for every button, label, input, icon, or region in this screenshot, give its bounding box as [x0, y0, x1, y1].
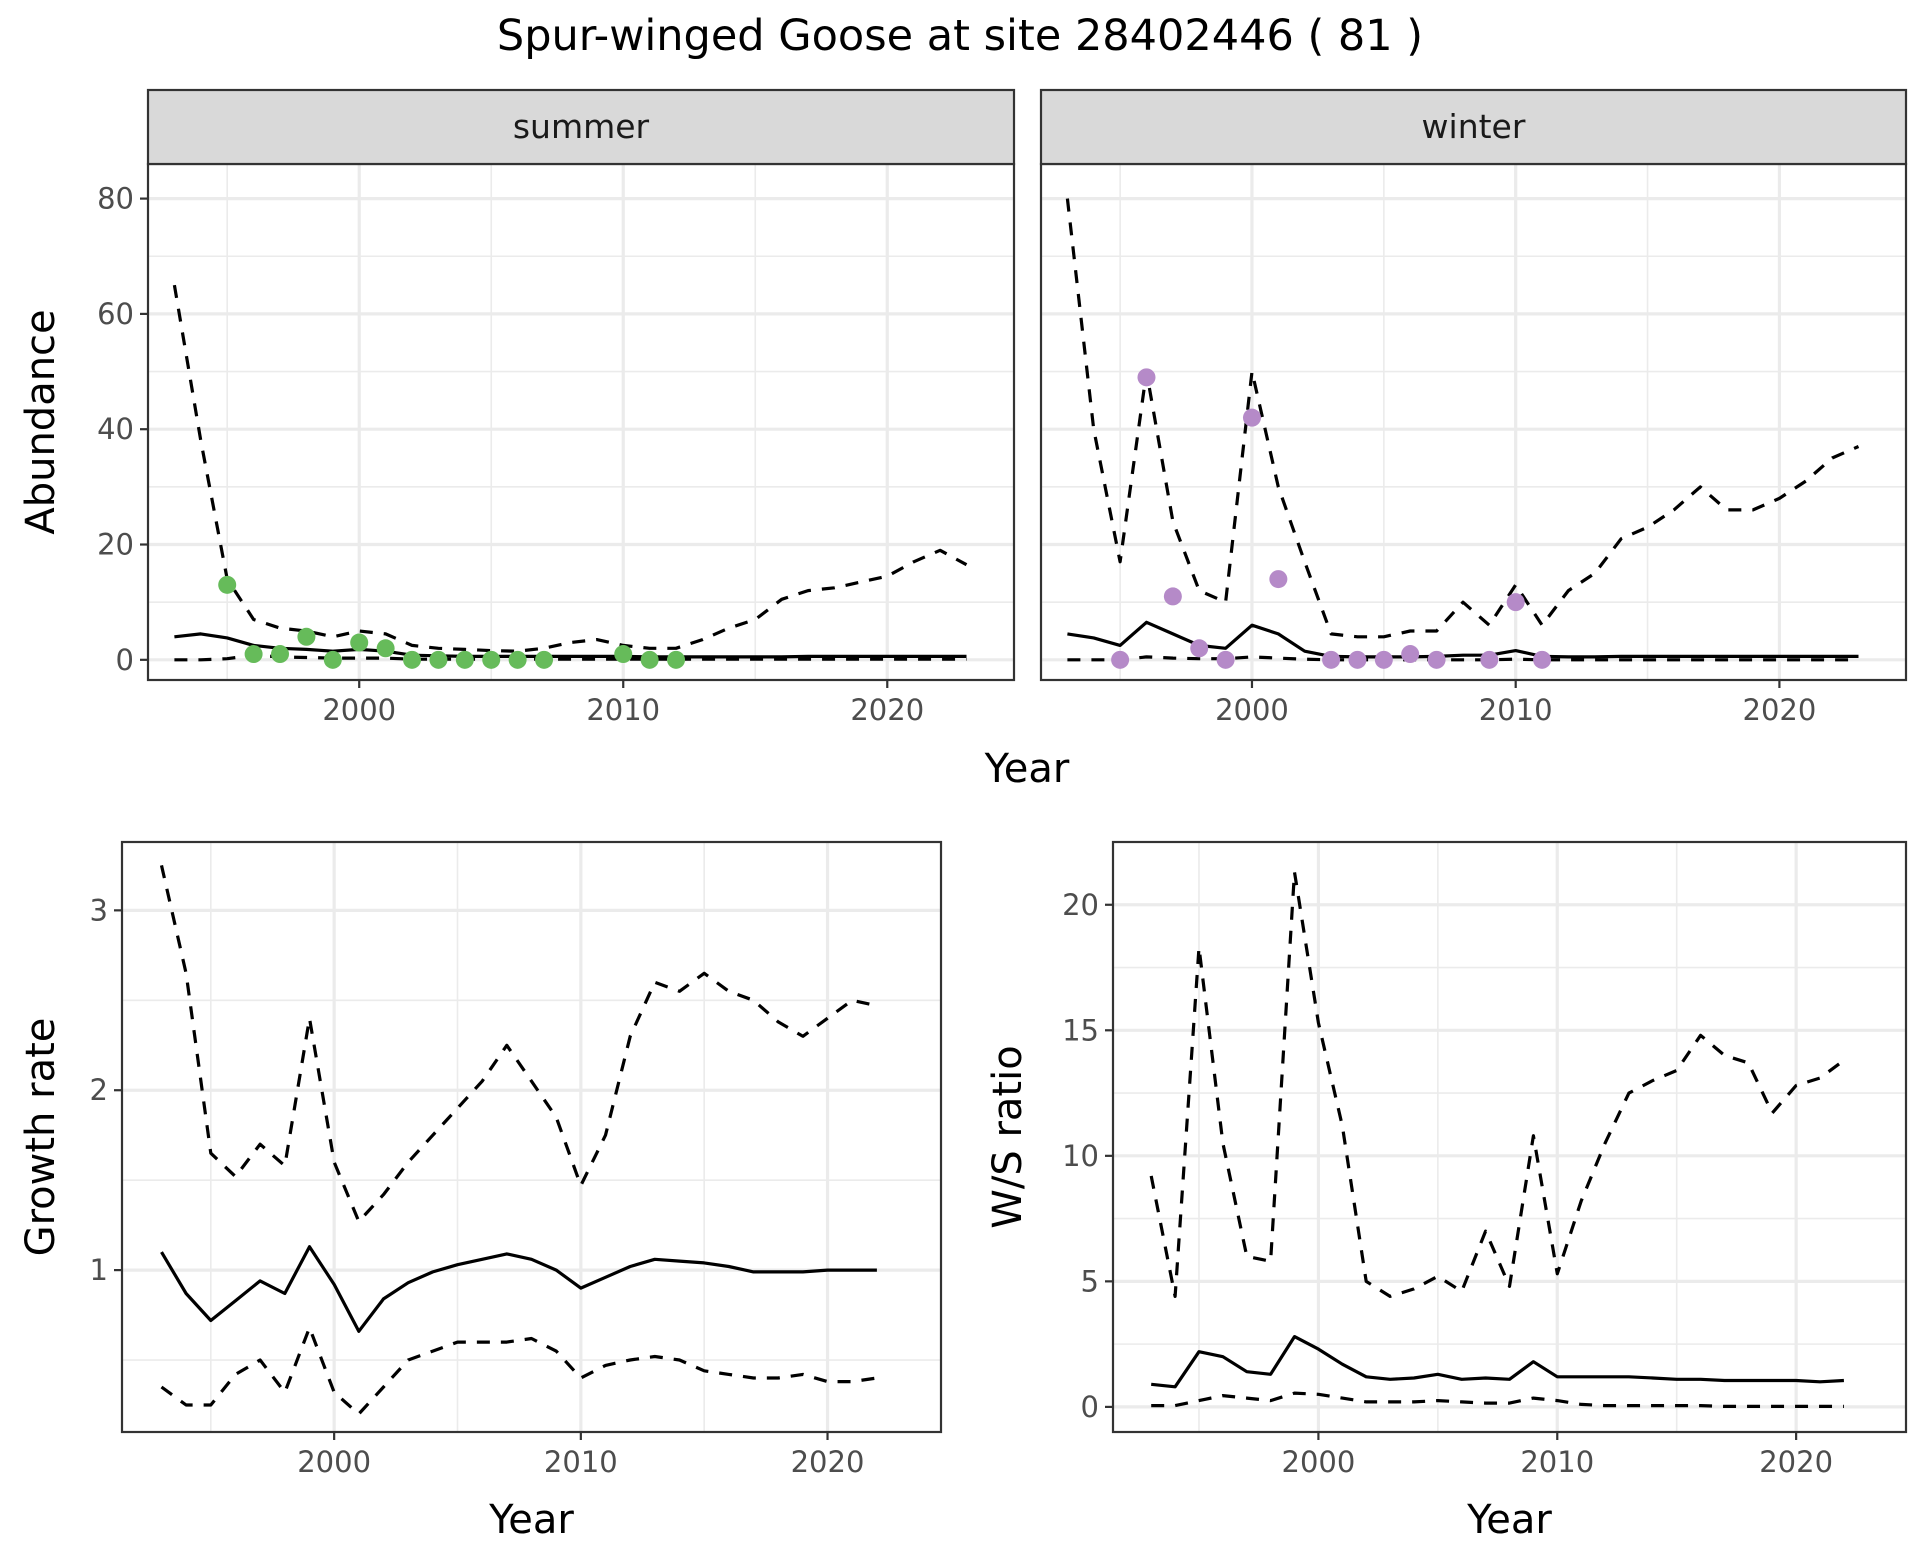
abundance-summer-panel: summer 2000 2010 2020 0 20 40 60 80 Abundance [18, 88, 1016, 727]
abundance-winter-observed-point [1137, 368, 1156, 387]
abundance-summer-observed-point [482, 650, 501, 669]
growth-rate-upper-line [159, 865, 878, 1224]
y-tick-label: 60 [97, 297, 134, 331]
abundance-summer-observed-point [218, 575, 237, 594]
abundance-summer-observed-point [244, 645, 263, 664]
y-tick-label: 15 [1062, 1013, 1099, 1047]
abundance-winter-observed-point [1269, 570, 1288, 589]
abundance-winter-observed-point [1401, 645, 1420, 664]
x-tick-label: 2020 [850, 693, 924, 727]
ws-ratio-estimate-line [1151, 1335, 1844, 1389]
abundance-winter-observed-point [1533, 650, 1552, 669]
abundance-summer-observed-point [297, 627, 316, 646]
y-tick-label: 10 [1062, 1139, 1099, 1173]
abundance-winter-observed-point [1190, 639, 1209, 658]
abundance-summer-observed-point [271, 645, 290, 664]
abundance-summer-observed-point [323, 650, 342, 669]
x-tick-label: 2010 [586, 693, 660, 727]
abundance-winter-observed-point [1111, 650, 1130, 669]
abundance-winter-series [1065, 198, 1860, 669]
y-tick-label: 20 [97, 528, 134, 562]
abundance-summer-y-axis-title: Abundance [18, 309, 64, 534]
growth-rate-estimate-line [160, 1245, 877, 1333]
abundance-summer-observed-point [535, 650, 554, 669]
ws-ratio-panel-border [1111, 840, 1908, 1434]
abundance-winter-observed-point [1242, 408, 1261, 427]
x-tick-label: 2020 [1759, 1445, 1833, 1479]
abundance-winter-observed-point [1374, 650, 1393, 669]
y-tick-label: 2 [90, 1073, 108, 1107]
abundance-winter-strip [1039, 88, 1908, 166]
top-x-axis-title: Year [984, 746, 1070, 792]
x-tick-label: 2000 [322, 693, 396, 727]
abundance-summer-strip-label: summer [513, 107, 650, 146]
figure-title: Spur-winged Goose at site 28402446 ( 81 … [497, 11, 1423, 61]
abundance-winter-strip-label: winter [1422, 107, 1526, 146]
abundance-summer-upper-line [172, 284, 968, 653]
ws-ratio-series [1149, 870, 1845, 1408]
x-tick-label: 2010 [544, 1445, 618, 1479]
abundance-summer-lower-line [174, 653, 967, 662]
growth-rate-series [159, 865, 878, 1416]
y-tick-label: 5 [1081, 1264, 1099, 1298]
y-tick-label: 20 [1062, 888, 1099, 922]
abundance-summer-observed-point [667, 650, 686, 669]
y-tick-label: 40 [97, 412, 134, 446]
growth-rate-y-axis-title: Growth rate [18, 1018, 64, 1257]
abundance-winter-observed-point [1480, 650, 1499, 669]
abundance-summer-observed-point [350, 633, 369, 652]
abundance-winter-gridlines [1041, 164, 1906, 680]
abundance-winter-observed-point [1216, 650, 1235, 669]
abundance-winter-observed-point [1348, 650, 1367, 669]
abundance-summer-observed-point [614, 645, 633, 664]
y-tick-label: 0 [116, 643, 134, 677]
abundance-summer-observed-point [455, 650, 474, 669]
abundance-winter-observed-point [1427, 650, 1446, 669]
abundance-summer-observed-point [376, 639, 395, 658]
ws-ratio-upper-line [1149, 870, 1845, 1298]
ws-ratio-gridlines [1113, 842, 1906, 1432]
growth-rate-panel-border [120, 840, 943, 1434]
abundance-winter-observed-point [1163, 587, 1182, 606]
y-tick-label: 0 [1081, 1390, 1099, 1424]
x-tick-label: 2000 [297, 1445, 371, 1479]
abundance-winter-upper-line [1065, 198, 1860, 639]
growth-rate-panel: 2000 2010 2020 1 2 3 Growth rate Year [18, 840, 943, 1543]
abundance-summer-observed-point [508, 650, 527, 669]
growth-rate-gridlines [122, 842, 941, 1432]
abundance-summer-gridlines [148, 164, 1014, 680]
abundance-summer-strip [146, 88, 1016, 166]
y-tick-label: 80 [97, 182, 134, 216]
abundance-winter-estimate-line [1067, 620, 1859, 659]
abundance-summer-observed-point [403, 650, 422, 669]
ws-ratio-y-axis-title: W/S ratio [985, 1045, 1031, 1228]
abundance-winter-panel: winter 2000 2010 2020 [1039, 88, 1908, 727]
abundance-summer-observed-point [640, 650, 659, 669]
ws-ratio-lower-line [1151, 1391, 1844, 1408]
y-tick-label: 1 [90, 1253, 108, 1287]
abundance-winter-observed-point [1506, 593, 1525, 612]
ws-ratio-panel: 2000 2010 2020 0 5 10 15 20 W/S ratio Year [985, 840, 1908, 1543]
growth-rate-x-axis-title: Year [488, 1497, 574, 1543]
growth-rate-lower-line [160, 1326, 878, 1416]
ws-ratio-x-axis-title: Year [1466, 1497, 1552, 1543]
abundance-winter-observed-point [1322, 650, 1341, 669]
x-tick-label: 2020 [791, 1445, 865, 1479]
abundance-winter-lower-line [1067, 655, 1859, 662]
abundance-summer-series [172, 284, 968, 669]
x-tick-label: 2020 [1743, 693, 1817, 727]
x-tick-label: 2010 [1520, 1445, 1594, 1479]
x-tick-label: 2000 [1215, 693, 1289, 727]
y-tick-label: 3 [90, 893, 108, 927]
abundance-summer-observed-point [429, 650, 448, 669]
abundance-summer-estimate-line [174, 632, 967, 659]
x-tick-label: 2010 [1479, 693, 1553, 727]
x-tick-label: 2000 [1282, 1445, 1356, 1479]
